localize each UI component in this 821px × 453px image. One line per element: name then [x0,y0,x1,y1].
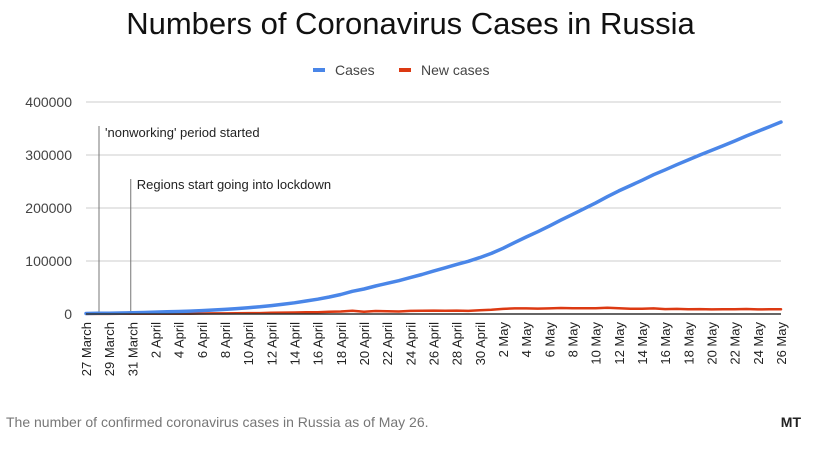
y-tick-label: 400000 [25,94,72,110]
series-lines [84,120,783,316]
series-line-cases [84,120,783,316]
x-tick-label: 10 May [589,322,604,365]
x-tick-label: 12 May [612,322,627,365]
x-tick-label: 16 April [311,322,326,365]
legend: Cases New cases [313,62,489,78]
x-tick-label: 20 April [357,322,372,365]
y-tick-label: 200000 [25,200,72,216]
x-tick-label: 18 May [681,322,696,365]
annotation-label: 'nonworking' period started [105,125,260,140]
annotations: 'nonworking' period started Regions start… [98,125,331,314]
x-tick-label: 31 March [125,322,140,376]
x-tick-label: 28 April [450,322,465,365]
x-tick-label: 29 March [102,322,117,376]
x-tick-label: 10 April [241,322,256,365]
brand-logo: MT [780,414,801,430]
x-tick-label: 16 May [658,322,673,365]
y-axis-tick-labels: 0 100000 200000 300000 400000 [25,94,72,322]
y-tick-label: 0 [64,306,72,322]
x-tick-label: 22 May [728,322,743,365]
x-tick-label: 14 May [635,322,650,365]
annotation-label: Regions start going into lockdown [137,177,331,192]
x-tick-label: 6 April [195,322,210,358]
x-tick-label: 4 May [519,322,534,358]
x-tick-label: 12 April [264,322,279,365]
x-tick-label: 24 April [403,322,418,365]
caption: The number of confirmed coronavirus case… [6,414,429,430]
y-tick-label: 100000 [25,253,72,269]
x-tick-label: 2 April [149,322,164,358]
gridlines [86,101,781,262]
x-tick-label: 26 May [774,322,789,365]
x-tick-label: 30 April [473,322,488,365]
x-tick-label: 8 May [566,322,581,358]
x-tick-label: 18 April [334,322,349,365]
legend-label: Cases [335,62,375,78]
x-tick-label: 4 April [172,322,187,358]
x-axis-tick-labels: 27 March 29 March 31 March 2 April 4 April 6 … [79,322,789,377]
chart-title: Numbers of Coronavirus Cases in Russia [126,6,695,41]
x-tick-label: 6 May [542,322,557,358]
x-tick-label: 27 March [79,322,94,376]
x-tick-label: 14 April [288,322,303,365]
x-tick-label: 26 April [427,322,442,365]
x-tick-label: 20 May [705,322,720,365]
y-tick-label: 300000 [25,147,72,163]
legend-label: New cases [421,62,489,78]
x-tick-label: 8 April [218,322,233,358]
x-tick-label: 22 April [380,322,395,365]
x-tick-label: 24 May [751,322,766,365]
x-tick-label: 2 May [496,322,511,358]
